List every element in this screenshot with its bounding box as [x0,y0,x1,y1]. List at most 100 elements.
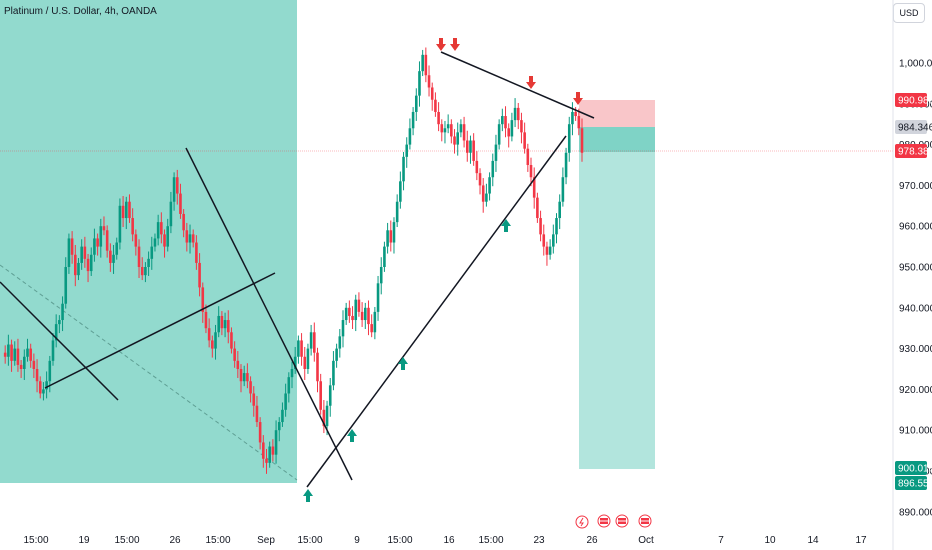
candle-body [332,360,335,386]
up-arrow-icon [398,357,408,370]
trendline-2 [44,272,276,389]
candle-body [523,132,526,149]
candle-body [367,307,370,325]
candle-body [481,185,485,202]
time-tick-label: 7 [718,535,724,546]
price-tick-label: 940.000 [899,303,932,314]
candle-body [172,177,176,202]
candle-body [207,328,211,341]
candle-body [472,140,475,161]
candle-body [462,124,466,141]
candle-body [335,348,338,361]
time-axis[interactable]: 15:00 19 15:00 26 15:00 Sep 15:00 9 15:00 16 15:00… [23,535,867,546]
candle-body [246,373,249,382]
candle-body [284,393,287,410]
candle-body [561,177,565,202]
candle-body [567,124,571,153]
price-tick-label: 1,000.000 [899,59,932,70]
candle-body [558,201,561,219]
candle-body [48,360,52,382]
candle-body [217,315,221,333]
candle-body [322,409,326,427]
candle-body [236,360,240,369]
trendline-5 [440,51,595,119]
time-tick-label: 9 [354,535,360,546]
candle-body [32,360,36,369]
candle-body [38,381,42,394]
candle-body [453,136,456,145]
up-arrow-icon [347,429,357,442]
time-tick-label: 19 [78,535,90,546]
flag-icon[interactable] [597,514,611,528]
candle-body [293,356,297,369]
candle-body [399,181,402,202]
candle-body [501,116,504,125]
candle-body [271,446,275,455]
candle-body [54,324,58,341]
candle-body [360,311,364,321]
candle-body [211,340,214,349]
candle-body [459,124,463,133]
time-tick-label: 15:00 [387,535,412,546]
candle-body [220,315,224,329]
candle-body [239,369,243,382]
candle-body [16,348,20,365]
time-tick-label: 26 [169,535,181,546]
candle-body [405,144,409,157]
candle-body [214,332,217,349]
candle-body [529,165,533,178]
candle-body [10,344,13,361]
price-tick-label: 920.000 [899,385,932,396]
price-tick-label: 890.000 [899,507,932,518]
time-tick-label: 17 [855,535,867,546]
candle-body [255,405,259,423]
candle-body [555,218,558,235]
candle-body [166,226,170,247]
candle-body [456,132,460,145]
candle-body [485,193,488,202]
candle-body [351,315,354,321]
candle-body [300,340,303,357]
time-tick-label: 15:00 [114,535,139,546]
candle-body [446,124,450,129]
currency-button[interactable]: USD [893,3,925,23]
candle-body [507,128,511,137]
flag-icon[interactable] [615,514,629,528]
candle-body [376,283,380,312]
candle-body [548,246,552,255]
time-tick-label: 14 [807,535,819,546]
candle-body [198,262,201,288]
candle-body [121,205,125,219]
time-tick-label: 10 [764,535,776,546]
candle-body [379,267,383,284]
candle-body [344,307,348,321]
price-tick-label: 970.000 [899,181,932,192]
candle-body [102,226,106,231]
candle-body [424,54,428,76]
candle-body [204,311,208,329]
candle-body [191,234,195,243]
candle-body [316,352,319,382]
candle-body [290,369,294,378]
candle-body [469,140,472,153]
time-tick-label: 26 [586,535,598,546]
flag-icon[interactable] [638,514,652,528]
candle-body [58,320,61,325]
candle-body [73,254,77,276]
candle-body [156,222,160,239]
candle-body [93,238,96,255]
candle-body [268,446,271,463]
candle-body [465,140,469,153]
price-tick-label: 930.000 [899,344,932,355]
price-tag-label: 896.553 [898,479,932,490]
trendline-1 [0,281,119,401]
lightning-icon[interactable] [575,515,589,529]
candle-body [421,54,424,72]
candle-body [163,234,166,247]
candle-body [223,320,227,329]
price-tag-label: 900.018 [898,464,932,475]
candle-body [150,246,154,259]
dashed-trendline [0,264,298,481]
candle-body [64,267,68,304]
candle-body [552,234,555,247]
